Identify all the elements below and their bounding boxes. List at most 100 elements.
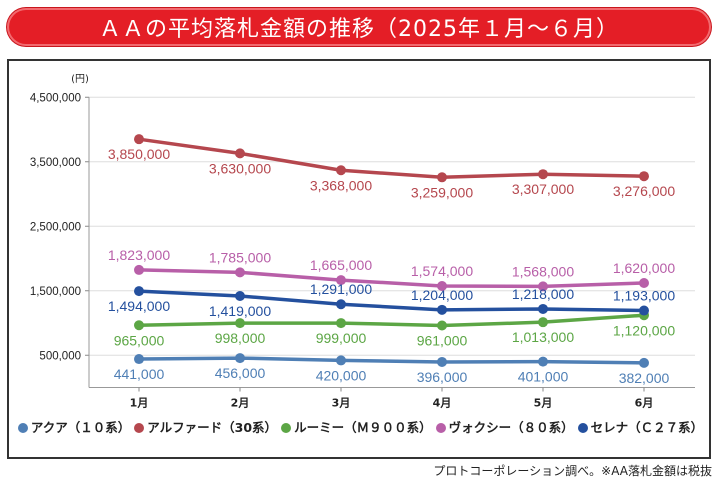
legend-item: アクア（１０系） bbox=[17, 417, 131, 436]
data-point bbox=[235, 267, 245, 278]
series-1 bbox=[134, 134, 649, 183]
legend-item: ヴォクシー（８０系） bbox=[435, 417, 574, 436]
legend-marker-icon bbox=[134, 422, 145, 433]
data-label: 1,120,000 bbox=[613, 322, 675, 338]
data-point bbox=[336, 165, 346, 176]
data-point bbox=[336, 299, 346, 310]
data-labels: 441,000 456,000 420,000 396,000 401,000 382,0… bbox=[108, 146, 675, 386]
data-label: 1,574,000 bbox=[411, 263, 473, 279]
data-label: 999,000 bbox=[316, 330, 367, 346]
legend-item: アルファード（30系） bbox=[134, 417, 277, 436]
legend-label: ルーミー（Ｍ９００系） bbox=[294, 420, 432, 435]
data-label: 456,000 bbox=[215, 365, 266, 381]
data-label: 3,368,000 bbox=[310, 177, 372, 193]
data-label: 1,494,000 bbox=[108, 298, 170, 314]
series-3 bbox=[134, 264, 649, 292]
data-point bbox=[336, 355, 346, 366]
y-tick-label: 1,500,000 bbox=[30, 286, 81, 298]
data-label: 401,000 bbox=[518, 369, 569, 385]
data-label: 1,204,000 bbox=[411, 287, 473, 303]
data-point bbox=[437, 280, 447, 291]
data-label: 1,785,000 bbox=[209, 249, 271, 265]
gridlines bbox=[89, 96, 695, 356]
data-point bbox=[235, 318, 245, 329]
series-line bbox=[137, 356, 646, 365]
data-label: 3,259,000 bbox=[411, 184, 473, 200]
source-note: プロトコーポレーション調べ。※AA落札金額は税抜 bbox=[433, 464, 712, 478]
legend-item: ルーミー（Ｍ９００系） bbox=[281, 417, 432, 436]
legend-marker-icon bbox=[577, 422, 588, 433]
chart-frame bbox=[7, 59, 711, 459]
chart-title: ＡＡの平均落札金額の推移（2025年１月～６月） bbox=[99, 17, 619, 42]
legend-marker-icon bbox=[281, 422, 292, 433]
axes: 500,000 1,500,000 2,500,000 3,500,000 4,500,… bbox=[30, 74, 695, 410]
series-line bbox=[137, 137, 646, 180]
legend-marker-icon bbox=[17, 422, 28, 433]
y-axis-unit-label: (円) bbox=[71, 74, 89, 85]
legend-label: セレナ（Ｃ２７系） bbox=[590, 420, 704, 435]
legend-label: アルファード（30系） bbox=[147, 420, 278, 435]
data-label: 441,000 bbox=[114, 366, 165, 382]
legend-marker-icon bbox=[435, 422, 446, 433]
data-label: 3,307,000 bbox=[512, 181, 574, 197]
data-point bbox=[336, 275, 346, 286]
data-point bbox=[437, 320, 447, 331]
chart-title-banner: ＡＡの平均落札金額の推移（2025年１月～６月） bbox=[7, 8, 711, 46]
x-tick-label: 4月 bbox=[433, 397, 452, 410]
x-tick-label: 5月 bbox=[534, 397, 553, 410]
data-label: 1,193,000 bbox=[613, 288, 675, 304]
series-line bbox=[137, 289, 646, 313]
data-point bbox=[235, 290, 245, 301]
data-point bbox=[437, 304, 447, 315]
x-tick-label: 3月 bbox=[332, 397, 351, 410]
data-point bbox=[134, 264, 144, 275]
data-point bbox=[639, 171, 649, 182]
data-label: 1,291,000 bbox=[310, 281, 372, 297]
series-0 bbox=[134, 353, 649, 368]
data-label: 1,568,000 bbox=[512, 263, 574, 279]
data-point bbox=[639, 357, 649, 368]
data-label: 965,000 bbox=[114, 332, 165, 348]
data-point bbox=[538, 281, 548, 292]
data-point bbox=[134, 354, 144, 365]
series-lines bbox=[134, 134, 649, 368]
data-point bbox=[538, 303, 548, 314]
data-point bbox=[134, 286, 144, 297]
y-tick-label: 500,000 bbox=[39, 350, 81, 362]
x-tick-label: 1月 bbox=[130, 397, 149, 410]
data-label: 1,823,000 bbox=[108, 247, 170, 263]
data-point bbox=[639, 278, 649, 289]
data-label: 1,620,000 bbox=[613, 260, 675, 276]
data-point bbox=[336, 318, 346, 329]
legend: アクア（１０系） アルファード（30系） ルーミー（Ｍ９００系） ヴォクシー（８０系）… bbox=[0, 417, 721, 436]
data-point bbox=[437, 172, 447, 183]
x-tick-label: 6月 bbox=[635, 397, 654, 410]
data-point bbox=[134, 320, 144, 331]
series-4 bbox=[134, 286, 649, 316]
data-label: 961,000 bbox=[417, 333, 468, 349]
data-point bbox=[437, 356, 447, 367]
data-label: 382,000 bbox=[619, 370, 670, 386]
data-point bbox=[235, 353, 245, 364]
data-label: 1,013,000 bbox=[512, 329, 574, 345]
data-point bbox=[538, 169, 548, 180]
y-tick-label: 3,500,000 bbox=[30, 157, 81, 169]
data-point bbox=[639, 305, 649, 316]
data-label: 3,276,000 bbox=[613, 183, 675, 199]
data-point bbox=[538, 356, 548, 367]
data-point bbox=[538, 317, 548, 328]
data-label: 1,419,000 bbox=[209, 303, 271, 319]
data-label: 998,000 bbox=[215, 330, 266, 346]
x-tick-label: 2月 bbox=[231, 397, 250, 410]
data-label: 1,665,000 bbox=[310, 257, 372, 273]
data-label: 396,000 bbox=[417, 369, 468, 385]
data-label: 1,218,000 bbox=[512, 286, 574, 302]
legend-label: ヴォクシー（８０系） bbox=[448, 420, 574, 435]
series-line bbox=[137, 268, 646, 289]
legend-label: アクア（１０系） bbox=[30, 420, 131, 435]
data-label: 3,630,000 bbox=[209, 160, 271, 176]
data-point bbox=[235, 148, 245, 159]
series-line bbox=[137, 313, 646, 328]
y-tick-label: 4,500,000 bbox=[30, 92, 81, 104]
